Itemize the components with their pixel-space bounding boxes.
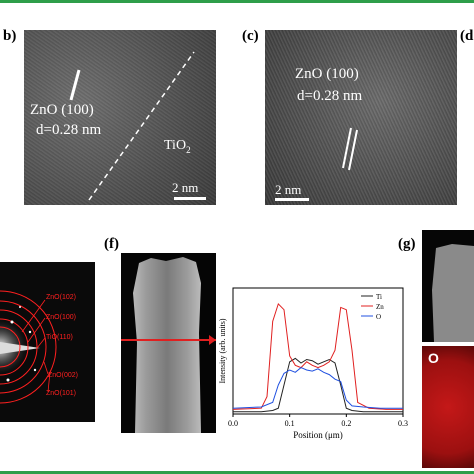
saed-ring-4 bbox=[0, 300, 47, 394]
legend-label-ti: Ti bbox=[376, 293, 382, 301]
panel-b-letter: b) bbox=[3, 28, 17, 44]
panel-c-label-line2: d=0.28 nm bbox=[297, 88, 363, 104]
saed-pattern-image: ZnO(102) ZnO(100) TiO(110) ZnO(002) ZnO(… bbox=[0, 262, 95, 422]
x-tick-label: 0.0 bbox=[228, 419, 238, 428]
panel-b-interface-label: TiO2 bbox=[164, 138, 191, 155]
top-border bbox=[0, 0, 474, 3]
nanorod-body bbox=[133, 257, 201, 433]
panel-d-letter: (d bbox=[460, 28, 474, 44]
y-axis-label: Intensity (arb. units) bbox=[218, 318, 227, 383]
panel-b-label-line1: ZnO (100) bbox=[30, 102, 94, 118]
saed-label-5: ZnO(101) bbox=[46, 390, 76, 397]
panel-g-stem-image bbox=[422, 230, 474, 342]
panel-f-letter: (f) bbox=[104, 236, 119, 252]
interface-dashed-line bbox=[88, 51, 195, 201]
panel-c-scale-bar bbox=[275, 198, 309, 201]
bottom-border bbox=[0, 471, 474, 474]
panel-b-scale-text: 2 nm bbox=[172, 180, 199, 195]
saed-spot bbox=[6, 378, 10, 382]
panel-g-letter: (g) bbox=[398, 236, 416, 252]
saed-spot bbox=[10, 320, 14, 324]
legend-label-o: O bbox=[376, 313, 381, 321]
panel-b-overlay bbox=[69, 51, 195, 201]
saed-spot bbox=[28, 330, 32, 334]
panel-b-tem-image: ZnO (100) d=0.28 nm TiO2 2 nm bbox=[24, 30, 216, 205]
saed-ring-2 bbox=[0, 318, 29, 376]
legend-label-zn: Zn bbox=[376, 303, 384, 311]
o-map-label: O bbox=[428, 350, 439, 366]
saed-spot bbox=[19, 306, 21, 308]
saed-label-4: ZnO(002) bbox=[48, 372, 78, 379]
panel-g-o-map: O bbox=[422, 346, 474, 468]
panel-f-stem-image bbox=[121, 253, 216, 433]
panel-c-label-line1: ZnO (100) bbox=[295, 66, 359, 82]
saed-spot bbox=[33, 368, 37, 372]
interface-label-text: TiO bbox=[164, 138, 187, 153]
series-line-ti bbox=[233, 357, 403, 413]
saed-pointer-2 bbox=[27, 317, 46, 343]
plot-frame bbox=[232, 287, 404, 415]
saed-pointer-1 bbox=[21, 299, 46, 333]
saed-pointer-4 bbox=[43, 361, 49, 375]
saed-pointer-5 bbox=[47, 371, 51, 393]
x-axis-label: Position (μm) bbox=[293, 430, 343, 440]
panel-c-scale-text: 2 nm bbox=[275, 182, 302, 197]
panel-c-overlay bbox=[342, 127, 358, 171]
x-tick-label: 0.1 bbox=[285, 419, 295, 428]
interface-label-sub: 2 bbox=[186, 144, 191, 155]
saed-label-1: ZnO(102) bbox=[46, 294, 76, 301]
nanorod bbox=[121, 257, 216, 433]
saed-pointer-3 bbox=[36, 337, 46, 349]
saed-label-2: ZnO(100) bbox=[46, 314, 76, 321]
saed-label-3: TiO(110) bbox=[46, 334, 73, 341]
saed-ring-1 bbox=[0, 326, 21, 368]
panel-g-rod-body bbox=[432, 244, 474, 342]
saed-ring-3 bbox=[0, 309, 38, 385]
panel-b-label-line2: d=0.28 nm bbox=[36, 122, 102, 138]
panel-g-rod bbox=[432, 244, 474, 342]
lattice-marker-c2 bbox=[348, 129, 358, 171]
line-scan-arrow bbox=[209, 335, 216, 345]
panel-c-tem-image: ZnO (100) d=0.28 nm 2 nm bbox=[265, 30, 457, 205]
saed-ring-5 bbox=[0, 290, 57, 404]
saed-rings bbox=[0, 290, 57, 404]
line-scan-chart: 0.0 0.1 0.2 0.3 Position (μm) Intensity (arb.… bbox=[218, 287, 408, 440]
panel-c-letter: (c) bbox=[242, 28, 259, 44]
x-tick-label: 0.2 bbox=[341, 419, 351, 428]
series-line-zn bbox=[232, 302, 403, 410]
lattice-marker-c1 bbox=[342, 127, 352, 169]
lattice-marker bbox=[69, 69, 81, 101]
x-tick-label: 0.3 bbox=[398, 419, 408, 428]
panel-b-scale-bar bbox=[174, 197, 206, 200]
series-line-o bbox=[232, 367, 403, 409]
